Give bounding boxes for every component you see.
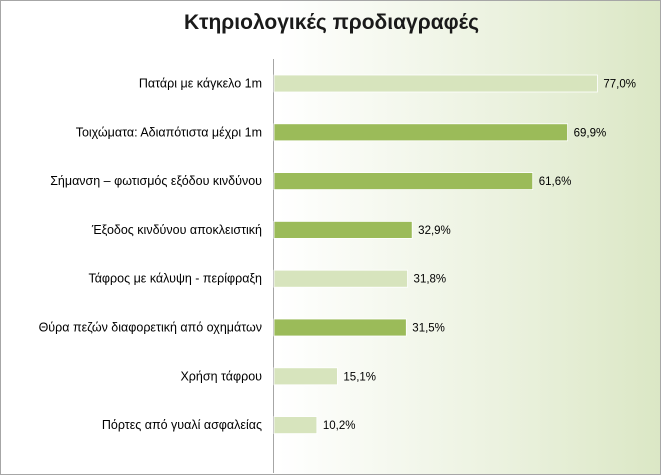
bar	[273, 367, 338, 386]
bar	[273, 172, 534, 191]
bar	[273, 123, 568, 142]
bar	[273, 318, 407, 337]
category-label: Χρήση τάφρου	[180, 369, 262, 383]
category-label: Έξοδος κινδύνου αποκλειστική	[91, 223, 262, 237]
bar	[273, 416, 318, 435]
value-label: 69,9%	[574, 127, 607, 139]
category-label: Τοιχώματα: Αδιαπότιστα μέχρι 1m	[76, 125, 262, 139]
category-label: Πόρτες από γυαλί ασφαλείας	[102, 418, 262, 432]
bars-layer: Πατάρι με κάγκελο 1m 77,0% Τοιχώματα: Αδια…	[39, 74, 636, 435]
bar	[273, 269, 408, 288]
value-label: 32,9%	[418, 225, 451, 237]
value-label: 31,8%	[414, 274, 447, 286]
chart-title: Κτηριολογικές προδιαγραφές	[183, 11, 480, 34]
bar	[273, 220, 413, 239]
value-label: 77,0%	[603, 79, 636, 91]
category-label: Πατάρι με κάγκελο 1m	[139, 77, 262, 91]
category-label: Θύρα πεζών διαφορετική από οχημάτων	[39, 321, 262, 335]
value-label: 61,6%	[539, 176, 572, 188]
value-label: 10,2%	[323, 420, 356, 432]
category-label: Σήμανση – φωτισμός εξόδου κινδύνου	[50, 174, 262, 188]
value-label: 15,1%	[343, 371, 376, 383]
bar	[273, 74, 598, 93]
value-label: 31,5%	[412, 323, 445, 335]
category-label: Τάφρος με κάλυψη - περίφραξη	[88, 272, 262, 286]
